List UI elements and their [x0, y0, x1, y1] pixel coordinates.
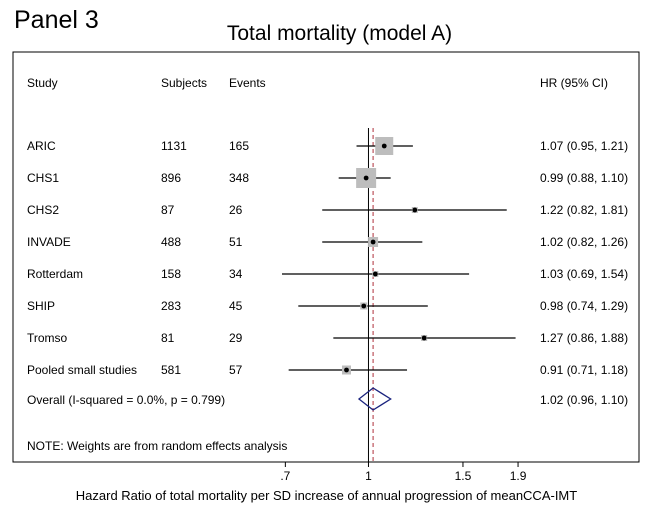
x-tick-label: 1 [365, 469, 372, 483]
study-name: INVADE [27, 235, 71, 249]
header-events: Events [229, 76, 266, 90]
panel-label: Panel 3 [14, 6, 99, 34]
study-subjects: 581 [161, 363, 181, 377]
study-events: 57 [229, 363, 243, 377]
study-hr-label: 1.07 (0.95, 1.21) [540, 139, 628, 153]
study-subjects: 87 [161, 203, 175, 217]
header-subjects: Subjects [161, 76, 207, 90]
study-name: Tromso [27, 331, 68, 345]
study-hr-label: 1.03 (0.69, 1.54) [540, 267, 628, 281]
study-name: Rotterdam [27, 267, 83, 281]
x-tick-label: 1.9 [510, 469, 527, 483]
point-estimate [344, 367, 349, 373]
point-estimate [381, 143, 387, 149]
study-subjects: 283 [161, 299, 181, 313]
study-hr-label: 1.02 (0.82, 1.26) [540, 235, 628, 249]
header-study: Study [27, 76, 58, 90]
point-estimate [421, 335, 427, 341]
study-subjects: 158 [161, 267, 181, 281]
study-name: CHS1 [27, 171, 59, 185]
study-name: ARIC [27, 139, 56, 153]
study-subjects: 81 [161, 331, 175, 345]
x-tick-label: 1.5 [455, 469, 472, 483]
study-subjects: 1131 [161, 139, 187, 153]
point-estimate [412, 207, 418, 213]
header-hr: HR (95% CI) [540, 76, 608, 90]
chart-title: Total mortality (model A) [226, 22, 453, 45]
study-events: 165 [229, 139, 249, 153]
overall-label: Overall (I-squared = 0.0%, p = 0.799) [27, 393, 225, 407]
study-name: SHIP [27, 299, 55, 313]
study-hr-label: 0.99 (0.88, 1.10) [540, 171, 628, 185]
study-subjects: 488 [161, 235, 181, 249]
x-tick-label: .7 [280, 469, 290, 483]
study-subjects: 896 [161, 171, 181, 185]
study-events: 51 [229, 235, 243, 249]
study-events: 29 [229, 331, 243, 345]
study-name: Pooled small studies [27, 363, 137, 377]
point-estimate [370, 239, 376, 245]
study-events: 45 [229, 299, 243, 313]
point-estimate [361, 303, 367, 309]
study-hr-label: 0.91 (0.71, 1.18) [540, 363, 628, 377]
study-events: 26 [229, 203, 243, 217]
study-hr-label: 1.22 (0.82, 1.81) [540, 203, 628, 217]
x-axis-title: Hazard Ratio of total mortality per SD i… [75, 488, 578, 503]
point-estimate [363, 175, 369, 181]
overall-diamond [357, 387, 392, 411]
plot-frame [12, 51, 640, 463]
study-events: 348 [229, 171, 249, 185]
point-estimate [372, 271, 378, 277]
weights-note: NOTE: Weights are from random effects an… [27, 439, 287, 453]
study-events: 34 [229, 267, 243, 281]
overall-hr-label: 1.02 (0.96, 1.10) [540, 393, 628, 407]
study-hr-label: 0.98 (0.74, 1.29) [540, 299, 628, 313]
study-hr-label: 1.27 (0.86, 1.88) [540, 331, 628, 345]
study-name: CHS2 [27, 203, 59, 217]
